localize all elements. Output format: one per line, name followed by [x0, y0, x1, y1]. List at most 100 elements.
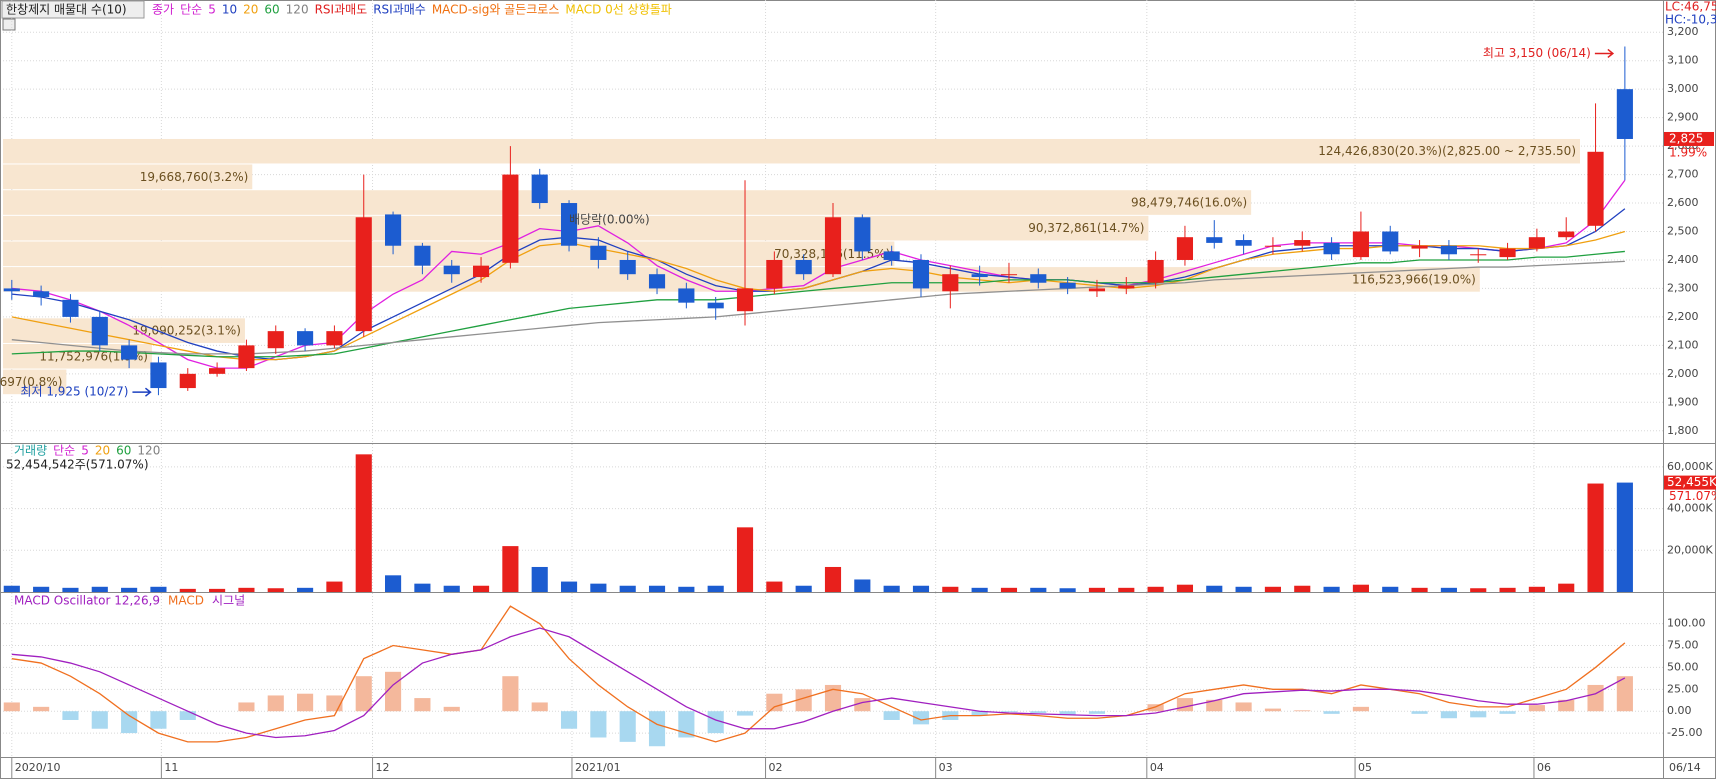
- oscillator-bar: [121, 711, 138, 734]
- candle-body: [414, 245, 431, 266]
- candle-body: [209, 368, 226, 374]
- y-tick-label: 1,900: [1667, 395, 1699, 408]
- volume-bar: [62, 587, 79, 592]
- candle-body: [33, 291, 50, 297]
- indicator-button-label[interactable]: 한창제지 매물대 수(10): [6, 3, 127, 17]
- volume-bar: [121, 587, 138, 592]
- oscillator-bar: [824, 684, 842, 712]
- oscillator-bar: [1294, 710, 1311, 712]
- candle-body: [1030, 274, 1047, 283]
- volume-bar: [1294, 585, 1311, 592]
- last-change: 1.99%: [1669, 145, 1707, 159]
- volume-bar: [707, 585, 724, 592]
- volume-bar: [472, 585, 490, 592]
- oscillator-bar: [678, 711, 695, 738]
- volume-bar: [1323, 586, 1340, 592]
- x-tick-label: 2020/10: [15, 761, 61, 774]
- volume-profile-label: 4,999,697(0.8%): [0, 375, 62, 389]
- volume-bar: [560, 581, 578, 592]
- oscillator-bar: [1176, 698, 1194, 712]
- oscillator-bar: [297, 693, 314, 712]
- legend-item: MACD: [168, 594, 204, 608]
- legend-item: 5: [81, 444, 89, 458]
- volume-bar: [355, 454, 372, 592]
- candle-body: [883, 251, 900, 260]
- oscillator-bar: [1587, 684, 1604, 712]
- volume-bar: [238, 587, 255, 592]
- volume-profile-label: 11,752,976(1.9%): [39, 349, 148, 363]
- x-tick-label: 03: [939, 761, 953, 774]
- candle-body: [1440, 245, 1457, 255]
- last-price-box: [1664, 131, 1714, 146]
- volume-bar: [1382, 586, 1399, 592]
- volume-bar: [91, 586, 108, 592]
- candle-body: [355, 217, 372, 332]
- volume-bar: [678, 586, 695, 592]
- legend-item: 거래량: [14, 444, 47, 458]
- candle-body: [707, 302, 724, 309]
- y-tick-label: 1,800: [1667, 424, 1699, 437]
- oscillator-bar: [1147, 704, 1164, 712]
- volume-profile-label: 98,479,746(16.0%): [1131, 196, 1247, 210]
- indicator-button[interactable]: [1, 0, 145, 19]
- x-tick-label: 04: [1150, 761, 1164, 774]
- x-tick-label: 02: [769, 761, 783, 774]
- candle-body: [736, 288, 754, 312]
- legend-item: MACD-sig와 골든크로스: [432, 3, 560, 17]
- y-tick-label: 2,300: [1667, 281, 1699, 294]
- last-volume-box: [1664, 475, 1716, 490]
- table-icon[interactable]: [2, 18, 16, 31]
- legend-item: 5: [208, 3, 216, 17]
- volume-bar: [1528, 586, 1545, 592]
- volume-bar: [1000, 587, 1018, 592]
- candle-body: [1470, 254, 1487, 256]
- candle-body: [238, 345, 255, 369]
- legend-item: 60: [116, 444, 131, 458]
- candle-body: [971, 274, 988, 278]
- volume-profile-band: [3, 190, 1252, 215]
- volume-bar: [531, 566, 548, 592]
- volume-bar: [1147, 586, 1164, 592]
- volume-profile-band: [3, 138, 1580, 164]
- candle-body: [1118, 285, 1135, 289]
- volume-bar: [912, 585, 930, 592]
- macd-line: [11, 627, 1626, 739]
- candle-body: [619, 259, 636, 275]
- candle-body: [1323, 242, 1340, 255]
- y-tick-label: 2,600: [1667, 196, 1699, 209]
- candle-body: [443, 265, 460, 275]
- candle-body: [1176, 237, 1194, 260]
- last-volume-pct: 571.07%: [1669, 489, 1716, 503]
- candle-body: [942, 274, 959, 292]
- x-tick-label: 2021/01: [575, 761, 621, 774]
- oscillator-bar: [619, 711, 636, 742]
- x-tick-label: 11: [164, 761, 178, 774]
- candle-body: [1499, 248, 1516, 258]
- oscillator-bar: [707, 711, 724, 734]
- high-label: 최고 3,150 (06/14): [1483, 46, 1591, 60]
- candle-body: [1147, 259, 1164, 283]
- volume-bar: [1118, 587, 1135, 592]
- volume-bar: [297, 587, 314, 592]
- oscillator-bar: [1528, 705, 1545, 712]
- y-tick-label: 2,400: [1667, 253, 1699, 266]
- candle-body: [824, 217, 842, 275]
- low-arrow: [132, 387, 152, 397]
- y-tick-label: 50.00: [1667, 660, 1699, 673]
- y-tick-label: 3,200: [1667, 25, 1699, 38]
- oscillator-bar: [1411, 711, 1428, 714]
- legend-item: 120: [137, 444, 160, 458]
- oscillator-bar: [648, 711, 666, 747]
- oscillator-bar: [560, 711, 578, 729]
- candle-body: [91, 316, 108, 346]
- legend-item: 시그널: [212, 594, 245, 608]
- volume-profile-band: [3, 369, 67, 395]
- oscillator-bar: [971, 711, 988, 716]
- oscillator-bar: [1499, 711, 1516, 714]
- volume-bar: [971, 587, 988, 592]
- oscillator-bar: [1088, 711, 1106, 714]
- volume-bar: [1030, 587, 1047, 592]
- oscillator-bar: [355, 676, 372, 712]
- volume-bar: [502, 546, 519, 592]
